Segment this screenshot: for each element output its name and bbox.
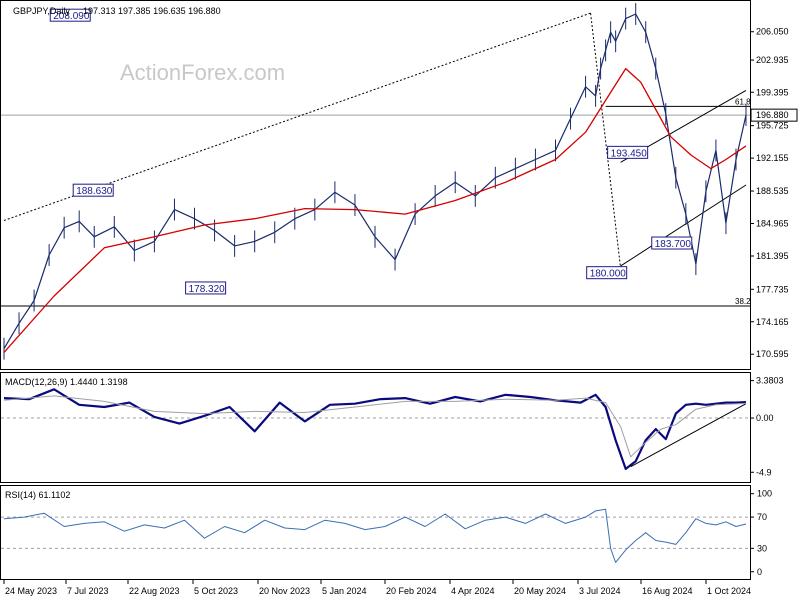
x-tick-label: 3 Jul 2024 [579,586,621,596]
annotation-label: 208.090 [53,11,90,22]
price-y-tick-label: 174.165 [756,317,789,327]
price-y-tick-label: 170.595 [756,349,789,359]
current-price-label: 196.880 [756,110,789,120]
x-tick-label: 24 May 2023 [5,586,57,596]
annotation-label: 193.450 [611,148,648,159]
rsi-y-tick-label: 70 [757,512,767,522]
x-tick-label: 1 Oct 2024 [707,586,751,596]
rsi-panel-frame [0,485,751,580]
macd-trend-line [630,403,747,468]
annotation-box [607,145,649,159]
x-tick-label: 20 Nov 2023 [259,586,310,596]
macd-y-tick-label: 3.3803 [756,376,784,386]
macd-panel-frame [0,372,751,483]
drop-line [590,13,622,269]
current-price-box [750,108,798,122]
chart-layers: 206.050 202.935 199.395 195.725 192.155 188.5… [1,3,798,596]
price-y-tick-label: 199.395 [756,87,789,97]
watermark: ActionForex.com [120,60,285,85]
x-tick-label: 5 Jan 2024 [322,586,367,596]
x-tick-label: 20 May 2024 [514,586,566,596]
fib-level-label: 38.2 [735,297,751,306]
macd-signal-line [3,395,747,458]
x-tick-label: 22 Aug 2023 [129,586,180,596]
price-y-tick-label: 188.535 [756,186,789,196]
x-tick-label: 16 Aug 2024 [642,586,693,596]
price-y-tick-label: 184.965 [756,219,789,229]
annotation-box [586,266,628,280]
macd-y-tick-label: -4.9 [756,467,772,477]
chart-title: GBPJPY,Daily [13,6,70,16]
annotation-label: 183.700 [655,239,692,250]
annotation-label: 188.630 [76,186,113,197]
price-y-tick-label: 202.935 [756,55,789,65]
channel-lower-line [620,184,747,267]
price-y-tick-label: 177.735 [756,284,789,294]
macd-title: MACD(12,26,9) 1.4440 1.3198 [5,377,128,387]
price-panel-frame [0,0,751,370]
annotation-label: 180.000 [590,269,627,280]
macd-line [3,388,747,470]
x-tick-label: 5 Oct 2023 [194,586,238,596]
price-y-tick-label: 181.395 [756,251,789,261]
rsi-y-tick-label: 100 [757,489,772,499]
macd-y-tick-label: 0.00 [756,413,774,423]
ohlc-readout: 197.313 197.385 196.635 196.880 [83,6,221,16]
x-tick-label: 4 Apr 2024 [451,586,495,596]
fib-level-label: 61.8 [735,97,751,106]
annotation-box [651,236,693,250]
x-tick-label: 7 Jul 2023 [67,586,109,596]
price-series-line [3,13,747,350]
price-y-tick-label: 206.050 [756,27,789,37]
price-y-tick-label: 195.725 [756,121,789,131]
annotation-box [49,8,91,22]
annotation-box [72,183,114,197]
rsi-y-tick-label: 0 [757,567,762,577]
annotation-box [185,281,227,295]
x-tick-label: 20 Feb 2024 [386,586,437,596]
rsi-title: RSI(14) 61.1102 [5,490,70,500]
rsi-line [3,508,747,563]
ema-series-line [3,67,747,353]
rsi-y-tick-label: 30 [757,543,767,553]
price-y-tick-label: 192.155 [756,153,789,163]
annotation-label: 178.320 [189,284,226,295]
